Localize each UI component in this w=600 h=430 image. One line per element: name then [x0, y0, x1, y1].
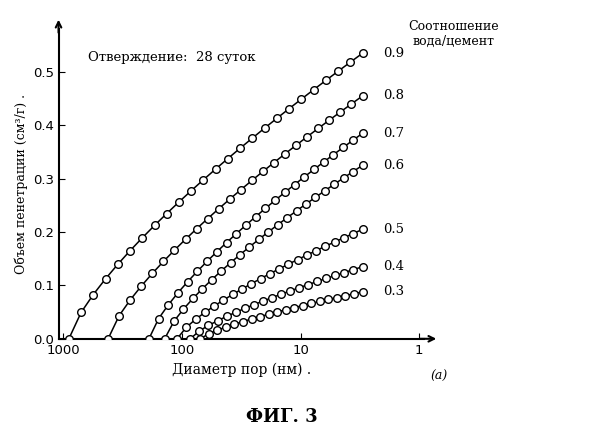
Text: 0.3: 0.3 — [383, 286, 404, 298]
Text: (а): (а) — [431, 370, 448, 383]
Text: 0.6: 0.6 — [383, 159, 404, 172]
Text: ФИГ. 3: ФИГ. 3 — [246, 408, 318, 426]
Text: Отверждение:  28 суток: Отверждение: 28 суток — [88, 51, 256, 64]
Text: 0.7: 0.7 — [383, 127, 404, 140]
Text: 0.8: 0.8 — [383, 89, 404, 102]
Text: 0.9: 0.9 — [383, 47, 404, 60]
X-axis label: Диаметр пор (нм) .: Диаметр пор (нм) . — [172, 362, 311, 377]
Y-axis label: Объем пенетрации (см³/г) .: Объем пенетрации (см³/г) . — [15, 94, 29, 274]
Text: 0.5: 0.5 — [383, 223, 404, 236]
Text: Соотношение
вода/цемент: Соотношение вода/цемент — [409, 20, 499, 48]
Text: 0.4: 0.4 — [383, 260, 404, 273]
